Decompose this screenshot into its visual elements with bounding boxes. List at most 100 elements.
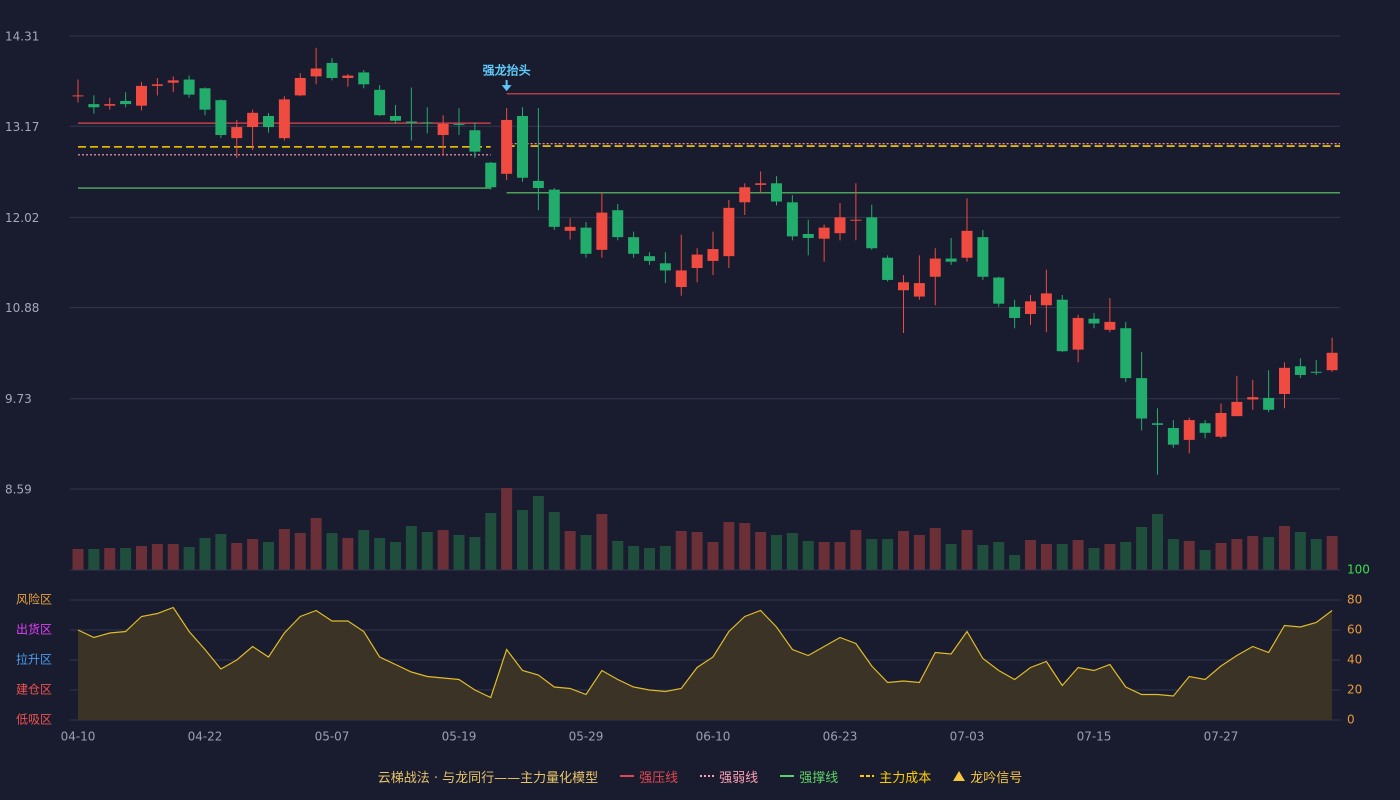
legend-item[interactable]: 强压线 [620,767,678,786]
zone-label: 拉升区 [16,652,52,667]
volume-bar [1167,539,1179,570]
volume-bar [342,538,354,570]
candle-body [151,84,163,86]
volume-bar [675,531,687,570]
volume-bar [88,549,100,570]
y-tick-label: 8.59 [5,483,32,497]
candle-body [1183,420,1195,440]
y-tick-label: 14.31 [5,30,39,44]
y2-tick-label: 60 [1347,623,1362,637]
candle-body [231,127,243,139]
volume-bar [1152,514,1163,570]
candle-body [945,258,957,262]
candle-body [675,270,687,288]
volume-bar [850,530,862,570]
volume-bar [882,539,894,570]
candle-body [818,227,830,239]
volume-bar [247,539,259,570]
volume-bar [278,529,290,570]
candle-body [1199,423,1211,433]
volume-bar [437,530,449,570]
candle-body [691,254,703,269]
candle-body [390,115,401,121]
volume-bar [961,530,973,570]
candle-body [120,100,132,105]
y2-tick-label: 20 [1347,683,1362,697]
candle-body [1326,352,1338,371]
volume-bar [834,542,846,570]
volume-bar [739,523,751,570]
volume-bar [771,535,782,570]
candle-body [977,237,989,277]
candle-body [929,258,941,277]
legend-label: 强撑线 [799,770,839,786]
volume-bar [564,531,576,570]
legend-item[interactable]: 强撑线 [780,767,838,786]
zone-label: 风险区 [16,592,52,607]
volume-bar [802,541,814,570]
candle-body [1167,428,1179,445]
volume-bar [532,496,544,570]
volume-bar [691,532,703,570]
volume-bar [786,533,798,570]
candle-body [358,72,370,85]
legend-item[interactable]: 龙吟信号 [953,767,1022,786]
legend-item[interactable]: 强弱线 [700,767,758,786]
y2-tick-label: 100 [1347,563,1370,577]
legend-label: 强弱线 [719,770,759,786]
volume-bar [72,549,84,570]
candle-body [1009,306,1021,318]
candle-body [755,183,767,185]
candle-body [1120,328,1132,379]
x-tick-label: 05-29 [569,730,604,744]
volume-bar [755,532,767,570]
volume-bar [1136,527,1148,570]
candle-body [644,256,655,261]
x-tick-label: 04-10 [61,730,96,744]
volume-bar [517,510,528,570]
volume-bar [501,488,513,570]
volume-bar [945,544,957,570]
candle-body [485,162,497,188]
zone-label: 低吸区 [16,713,52,727]
zone-label: 建仓区 [16,683,52,697]
volume-bar [136,546,147,570]
volume-bar [231,543,243,570]
volume-bar [167,544,179,570]
x-tick-label: 06-10 [696,730,731,744]
candle-body [866,217,878,249]
volume-bar [151,544,163,570]
candle-body [1310,371,1322,373]
volume-bar [263,542,274,570]
candle-body [1136,378,1148,419]
y2-tick-label: 40 [1347,653,1362,667]
volume-bar [580,535,592,570]
candle-body [659,263,671,271]
volume-bar [1183,541,1195,570]
volume-bar [1247,536,1259,570]
candle-body [913,283,925,297]
candle-body [1231,401,1243,417]
candle-body [421,122,433,124]
candle-body [183,79,195,95]
chart: 14.31 13.17 12.02 10.88 9.73 8.59 04-10 04-22 05… [5,30,1370,744]
candle-body [1072,317,1084,350]
volume-bar [183,547,195,570]
legend-item[interactable]: 主力成本 [860,767,931,786]
volume-bar [421,532,433,570]
candle-body [501,119,513,174]
candle-body [453,123,465,125]
volume-bar [1056,544,1068,570]
oscillator-area [78,607,1333,720]
y-tick-label: 9.73 [5,392,32,406]
candle-body [136,85,147,106]
candle-body [1294,366,1306,375]
volume-bar [1104,544,1116,570]
y2-tick-label: 0 [1347,713,1355,727]
candle-body [294,77,306,96]
candle-body [1263,397,1275,410]
volume-bar [723,522,735,570]
candle-body [88,104,100,108]
x-tick-label: 05-19 [442,730,477,744]
